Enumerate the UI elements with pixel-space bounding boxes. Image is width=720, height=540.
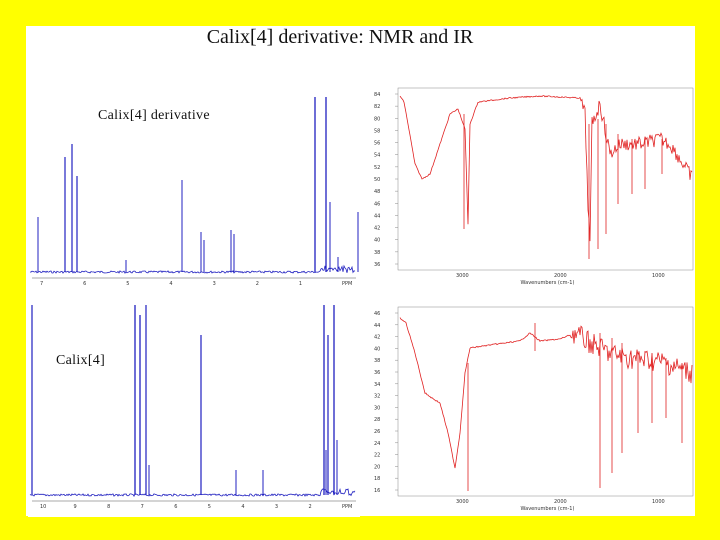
nmr-bottom-plot: 10 9 8 7 6 5 4 3 2 PPM — [29, 305, 356, 510]
ir-xtick-label: 3000 — [456, 273, 469, 279]
ir-plot-frame — [397, 306, 694, 497]
nmr-tick-label: 9 — [74, 504, 77, 510]
ir-ytick-label: 44 — [374, 213, 380, 219]
ir-xtick-label: 2000 — [554, 499, 567, 505]
ir-xaxis-title: Wavenumbers (cm-1) — [521, 280, 575, 286]
ir-xtick-label: 1000 — [652, 273, 665, 279]
nmr-tick-label: 7 — [40, 281, 43, 287]
ir-top-plot: 84 82 80 58 56 54 52 50 48 46 44 42 40 38 36 3000 2000 10… — [374, 87, 694, 286]
ir-ytick-label: 42 — [374, 226, 380, 232]
ir-xtick-label: 3000 — [456, 499, 469, 505]
nmr-tick-label: 8 — [107, 504, 110, 510]
nmr-tick-label: 3 — [213, 281, 216, 287]
ir-ytick-label: 82 — [374, 104, 380, 110]
nmr-tick-label: 2 — [256, 281, 259, 287]
ir-spectrum-top: 84 82 80 58 56 54 52 50 48 46 44 42 40 38 36 3000 2000 10… — [370, 84, 695, 290]
ir-xaxis-title: Wavenumbers (cm-1) — [521, 506, 575, 512]
ir-ytick-label: 50 — [374, 177, 380, 183]
ir-ytick-label: 24 — [374, 441, 380, 447]
nmr-tick-label: 7 — [141, 504, 144, 510]
nmr-tick-label: 6 — [83, 281, 86, 287]
nmr-top-label: Calix[4] derivative — [98, 108, 210, 123]
nmr-baseline — [29, 488, 356, 497]
ir-ytick-label: 56 — [374, 141, 380, 147]
ir-ytick-label: 26 — [374, 429, 380, 435]
nmr-tick-label: 3 — [275, 504, 278, 510]
nmr-tick-label: 1 — [299, 281, 302, 287]
nmr-tick-label: PPM — [342, 281, 352, 287]
nmr-tick-label: PPM — [342, 504, 352, 510]
ir-ytick-label: 80 — [374, 116, 380, 122]
ir-ytick-label: 52 — [374, 165, 380, 171]
ir-xtick-label: 1000 — [652, 499, 665, 505]
nmr-tick-label: 4 — [169, 281, 172, 287]
ir-ytick-label: 54 — [374, 153, 380, 159]
ir-spectrum-line — [399, 317, 693, 469]
ir-spectrum-bottom: 46 44 42 40 38 36 34 32 30 28 26 24 22 20 18 16 3000 2000… — [370, 303, 695, 516]
nmr-tick-label: 6 — [174, 504, 177, 510]
ir-ytick-label: 36 — [374, 370, 380, 376]
nmr-baseline — [29, 264, 356, 274]
nmr-top-plot: 7 6 5 4 3 2 1 PPM — [29, 97, 359, 287]
ir-ytick-label: 18 — [374, 476, 380, 482]
ir-ytick-label: 84 — [374, 92, 380, 98]
ir-ytick-label: 48 — [374, 189, 380, 195]
nmr-tick-label: 4 — [241, 504, 244, 510]
slide-title: Calix[4] derivative: NMR and IR — [206, 26, 474, 48]
ir-xtick-label: 2000 — [554, 273, 567, 279]
nmr-tick-label: 5 — [126, 281, 129, 287]
ir-ytick-label: 22 — [374, 453, 380, 459]
ir-ytick-label: 40 — [374, 238, 380, 244]
ir-bottom-plot: 46 44 42 40 38 36 34 32 30 28 26 24 22 20 18 16 3000 2000… — [374, 306, 694, 512]
ir-ytick-label: 46 — [374, 311, 380, 317]
nmr-tick-label: 2 — [308, 504, 311, 510]
ir-ytick-label: 40 — [374, 346, 380, 352]
ir-ytick-label: 44 — [374, 323, 380, 329]
ir-ytick-label: 42 — [374, 335, 380, 341]
ir-ytick-label: 38 — [374, 250, 380, 256]
ir-ytick-label: 46 — [374, 201, 380, 207]
nmr-spectrum-top: 7 6 5 4 3 2 1 PPM Calix[4] derivative — [28, 90, 360, 292]
nmr-tick-label: 10 — [40, 504, 46, 510]
ir-ytick-label: 16 — [374, 488, 380, 494]
ir-ytick-label: 32 — [374, 394, 380, 400]
nmr-tick-label: 5 — [208, 504, 211, 510]
nmr-spectrum-bottom: 10 9 8 7 6 5 4 3 2 PPM Calix[4] — [28, 305, 360, 517]
ir-plot-frame — [397, 87, 694, 271]
nmr-bottom-label: Calix[4] — [56, 353, 106, 368]
ir-ytick-label: 28 — [374, 417, 380, 423]
ir-ytick-label: 58 — [374, 128, 380, 134]
ir-ytick-label: 34 — [374, 382, 380, 388]
ir-ytick-label: 36 — [374, 262, 380, 268]
ir-ytick-label: 20 — [374, 464, 380, 470]
ir-spectrum-line — [399, 95, 693, 242]
ir-ytick-label: 38 — [374, 358, 380, 364]
ir-ytick-label: 30 — [374, 405, 380, 411]
